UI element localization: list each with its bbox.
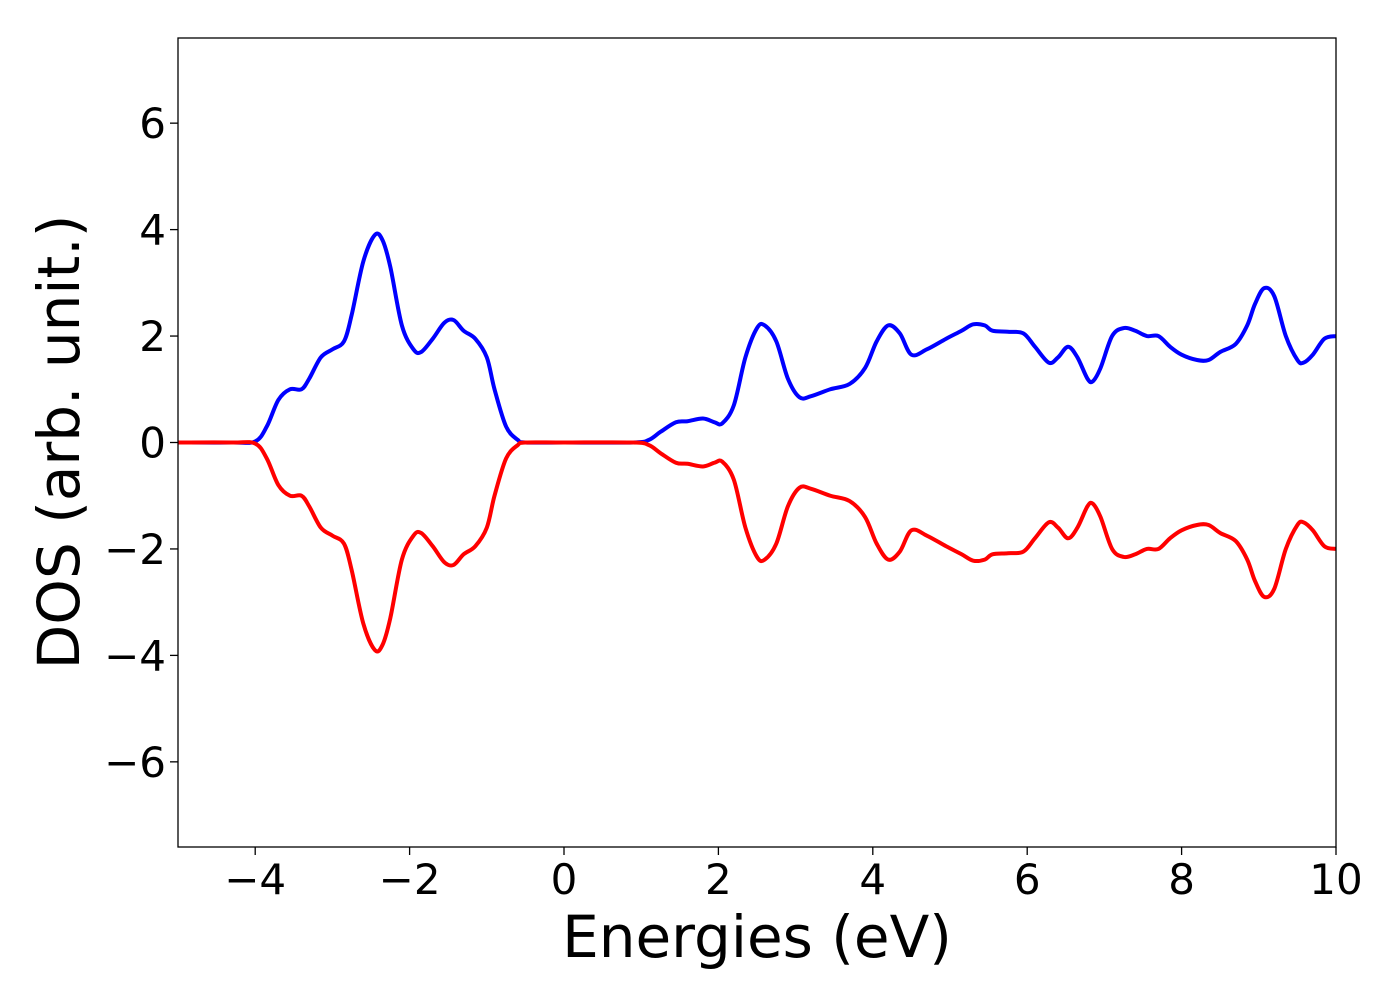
series-layer: [178, 231, 1336, 654]
y-tick-label: −2: [104, 525, 166, 574]
x-tick-label: −2: [379, 855, 441, 904]
y-axis-title: DOS (arb. unit.): [25, 215, 93, 670]
x-tick-label: −4: [224, 855, 286, 904]
y-tick-label: −4: [104, 631, 166, 680]
x-axis: −4 −2 0 2 4 6 8 10: [224, 847, 1363, 904]
dos-series-line-2: [178, 440, 1336, 654]
x-axis-title: Energies (eV): [562, 903, 952, 971]
x-tick-label: 2: [705, 855, 732, 904]
x-tick-label: 10: [1309, 855, 1362, 904]
y-tick-label: 2: [139, 312, 166, 361]
y-axis: −6 −4 −2 0 2 4 6: [104, 99, 178, 787]
x-tick-label: 8: [1168, 855, 1195, 904]
dos-series-line-1: [178, 231, 1336, 445]
y-tick-label: 0: [139, 419, 166, 468]
y-tick-label: 4: [139, 206, 166, 255]
x-tick-label: 6: [1014, 855, 1041, 904]
y-tick-label: −6: [104, 738, 166, 787]
x-tick-label: 0: [551, 855, 578, 904]
x-tick-label: 4: [859, 855, 886, 904]
y-tick-label: 6: [139, 99, 166, 148]
